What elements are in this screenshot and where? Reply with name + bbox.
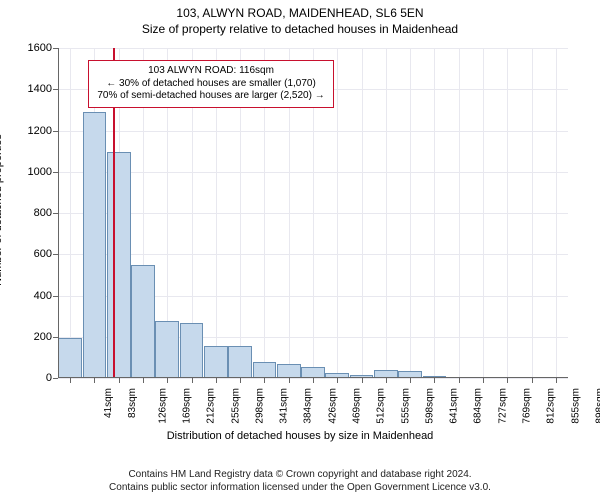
xtick-mark — [386, 378, 387, 383]
xtick-mark — [143, 378, 144, 383]
ytick-label: 800 — [4, 207, 52, 219]
ytick-mark — [53, 296, 58, 297]
gridline-v — [556, 48, 557, 378]
xtick-label: 169sqm — [182, 388, 193, 424]
ytick-label: 1600 — [4, 42, 52, 54]
xtick-mark — [192, 378, 193, 383]
histogram-bar — [204, 346, 228, 378]
xtick-label: 855sqm — [570, 388, 581, 424]
ytick-label: 200 — [4, 331, 52, 343]
gridline-v — [362, 48, 363, 378]
xtick-label: 469sqm — [352, 388, 363, 424]
xtick-label: 426sqm — [327, 388, 338, 424]
xtick-mark — [483, 378, 484, 383]
xtick-label: 41sqm — [103, 388, 114, 418]
xtick-label: 598sqm — [424, 388, 435, 424]
xtick-mark — [337, 378, 338, 383]
gridline-v — [459, 48, 460, 378]
xtick-label: 812sqm — [546, 388, 557, 424]
xtick-label: 898sqm — [594, 388, 600, 424]
title-block: 103, ALWYN ROAD, MAIDENHEAD, SL6 5EN Siz… — [0, 0, 600, 36]
gridline-v — [483, 48, 484, 378]
gridline-v — [410, 48, 411, 378]
xtick-label: 769sqm — [522, 388, 533, 424]
annotation-line1: 103 ALWYN ROAD: 116sqm — [97, 65, 324, 78]
xtick-label: 212sqm — [206, 388, 217, 424]
footer-line1: Contains HM Land Registry data © Crown c… — [0, 468, 600, 481]
xtick-label: 126sqm — [157, 388, 168, 424]
xtick-mark — [216, 378, 217, 383]
xtick-label: 555sqm — [400, 388, 411, 424]
ytick-label: 1200 — [4, 125, 52, 137]
gridline-v — [434, 48, 435, 378]
histogram-bar — [180, 323, 204, 378]
ytick-mark — [53, 172, 58, 173]
histogram-bar — [277, 364, 301, 378]
xtick-mark — [459, 378, 460, 383]
xtick-label: 641sqm — [449, 388, 460, 424]
histogram-bar — [155, 321, 179, 378]
annotation-line2: ← 30% of detached houses are smaller (1,… — [97, 78, 324, 91]
xtick-mark — [94, 378, 95, 383]
histogram-bar — [131, 265, 155, 378]
xtick-mark — [556, 378, 557, 383]
histogram-bar — [58, 338, 82, 378]
xtick-mark — [70, 378, 71, 383]
histogram-bar — [253, 362, 277, 379]
ytick-mark — [53, 254, 58, 255]
xtick-mark — [240, 378, 241, 383]
xtick-mark — [119, 378, 120, 383]
ytick-label: 400 — [4, 290, 52, 302]
xtick-label: 83sqm — [127, 388, 138, 418]
ytick-mark — [53, 213, 58, 214]
gridline-v — [337, 48, 338, 378]
annotation-callout: 103 ALWYN ROAD: 116sqm← 30% of detached … — [88, 60, 333, 108]
ytick-mark — [53, 337, 58, 338]
chart-container: 103, ALWYN ROAD, MAIDENHEAD, SL6 5EN Siz… — [0, 0, 600, 500]
xtick-mark — [289, 378, 290, 383]
xtick-label: 512sqm — [376, 388, 387, 424]
chart-title: Size of property relative to detached ho… — [0, 22, 600, 36]
xtick-mark — [532, 378, 533, 383]
xtick-label: 384sqm — [303, 388, 314, 424]
footer: Contains HM Land Registry data © Crown c… — [0, 468, 600, 494]
gridline-v — [70, 48, 71, 378]
x-axis-label: Distribution of detached houses by size … — [0, 430, 600, 442]
y-axis — [58, 48, 59, 378]
annotation-line3: 70% of semi-detached houses are larger (… — [97, 90, 324, 103]
ytick-label: 1000 — [4, 166, 52, 178]
xtick-mark — [362, 378, 363, 383]
xtick-mark — [410, 378, 411, 383]
xtick-label: 255sqm — [230, 388, 241, 424]
ytick-mark — [53, 89, 58, 90]
gridline-v — [507, 48, 508, 378]
address-title: 103, ALWYN ROAD, MAIDENHEAD, SL6 5EN — [0, 6, 600, 20]
xtick-label: 298sqm — [254, 388, 265, 424]
xtick-mark — [264, 378, 265, 383]
xtick-label: 727sqm — [497, 388, 508, 424]
gridline-v — [532, 48, 533, 378]
ytick-label: 600 — [4, 248, 52, 260]
ytick-mark — [53, 378, 58, 379]
ytick-mark — [53, 131, 58, 132]
histogram-bar — [228, 346, 252, 378]
ytick-mark — [53, 48, 58, 49]
ytick-label: 1400 — [4, 83, 52, 95]
xtick-mark — [167, 378, 168, 383]
histogram-bar — [83, 112, 107, 378]
xtick-label: 341sqm — [279, 388, 290, 424]
ytick-label: 0 — [4, 372, 52, 384]
footer-line2: Contains public sector information licen… — [0, 481, 600, 494]
histogram-bar — [107, 152, 131, 378]
xtick-label: 684sqm — [473, 388, 484, 424]
xtick-mark — [313, 378, 314, 383]
xtick-mark — [507, 378, 508, 383]
gridline-v — [386, 48, 387, 378]
xtick-mark — [434, 378, 435, 383]
